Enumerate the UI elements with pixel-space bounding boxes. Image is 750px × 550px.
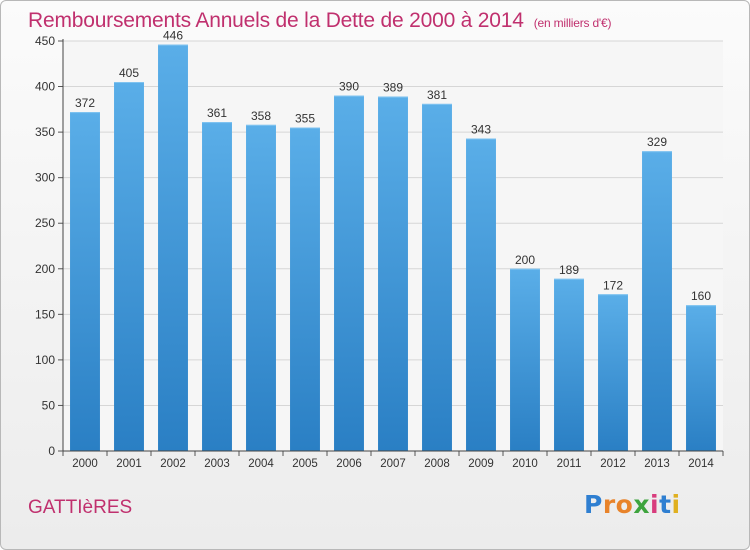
bar-2002 <box>158 44 188 452</box>
data-label-2013: 329 <box>647 135 667 149</box>
logo-letter: i <box>650 490 660 519</box>
data-label-2009: 343 <box>471 122 491 136</box>
y-tick-label: 300 <box>35 171 55 185</box>
bar-2014 <box>686 305 716 451</box>
logo-letter: t <box>659 490 672 519</box>
bar-2012 <box>598 294 628 451</box>
x-tick-label: 2011 <box>557 458 582 470</box>
y-tick-label: 50 <box>42 398 56 412</box>
data-label-2014: 160 <box>691 289 711 303</box>
bar-2010 <box>510 268 540 451</box>
x-tick-label: 2000 <box>72 458 98 470</box>
data-label-2005: 355 <box>295 112 315 126</box>
x-tick-label: 2013 <box>644 458 670 470</box>
x-tick-label: 2002 <box>160 458 186 470</box>
x-tick-label: 2004 <box>248 458 274 470</box>
bars: 372 405 446 361 358 355 390 389 381 343 200 189 172 3… <box>70 29 716 452</box>
chart-title: Remboursements Annuels de la Dette de 20… <box>28 9 611 33</box>
bar-2008 <box>422 103 452 451</box>
bar-2009 <box>466 138 496 451</box>
data-label-2001: 405 <box>119 66 139 80</box>
bar-2000 <box>70 112 100 452</box>
y-tick-label: 200 <box>35 262 55 276</box>
bar-2013 <box>642 151 672 451</box>
bar-2001 <box>114 82 144 451</box>
commune-name: GATTIèRES <box>28 497 133 518</box>
y-tick-label: 0 <box>48 444 55 458</box>
logo-letter: r <box>602 490 616 519</box>
y-tick-label: 400 <box>35 80 55 94</box>
x-tick-label: 2001 <box>116 458 142 470</box>
logo-letter: x <box>633 490 650 519</box>
data-label-2010: 200 <box>515 253 535 267</box>
bar-2004 <box>246 124 276 452</box>
bar-2005 <box>290 127 320 452</box>
x-tick-label: 2012 <box>600 458 626 470</box>
data-label-2007: 389 <box>383 81 403 95</box>
x-tick-label: 2006 <box>336 458 362 470</box>
data-label-2000: 372 <box>75 96 95 110</box>
y-tick-label: 450 <box>35 34 55 48</box>
x-tick-label: 2010 <box>512 458 538 470</box>
bar-2011 <box>554 278 584 451</box>
title-text: Remboursements Annuels de la Dette de 20… <box>28 9 524 32</box>
data-label-2012: 172 <box>603 278 623 292</box>
y-tick-label: 150 <box>35 307 55 321</box>
data-label-2002: 446 <box>163 29 183 43</box>
data-label-2008: 381 <box>427 88 447 102</box>
bar-2006 <box>334 95 364 452</box>
logo-letter: P <box>584 490 603 519</box>
logo-letter: o <box>615 490 634 519</box>
y-tick-label: 100 <box>35 353 55 367</box>
y-tick-label: 350 <box>35 125 55 139</box>
proxiti-logo: Proxiti <box>584 490 681 519</box>
x-tick-label: 2005 <box>292 458 318 470</box>
x-tick-label: 2009 <box>468 458 494 470</box>
axes: 0 50 100 150 200 250 300 350 400 450 2000 2001 2002 2… <box>35 34 724 470</box>
data-label-2006: 390 <box>339 80 359 94</box>
chart-subtitle: (en milliers d'€) <box>533 16 612 30</box>
x-tick-label: 2003 <box>204 458 230 470</box>
x-tick-label: 2007 <box>380 458 406 470</box>
x-tick-label: 2008 <box>424 458 450 470</box>
y-tick-label: 250 <box>35 216 55 230</box>
logo-letter: i <box>671 490 681 519</box>
bar-2003 <box>202 122 232 451</box>
data-label-2011: 189 <box>559 263 579 277</box>
x-tick-label: 2014 <box>688 458 714 470</box>
bar-2007 <box>378 96 408 452</box>
data-label-2004: 358 <box>251 109 271 123</box>
data-label-2003: 361 <box>207 106 227 120</box>
